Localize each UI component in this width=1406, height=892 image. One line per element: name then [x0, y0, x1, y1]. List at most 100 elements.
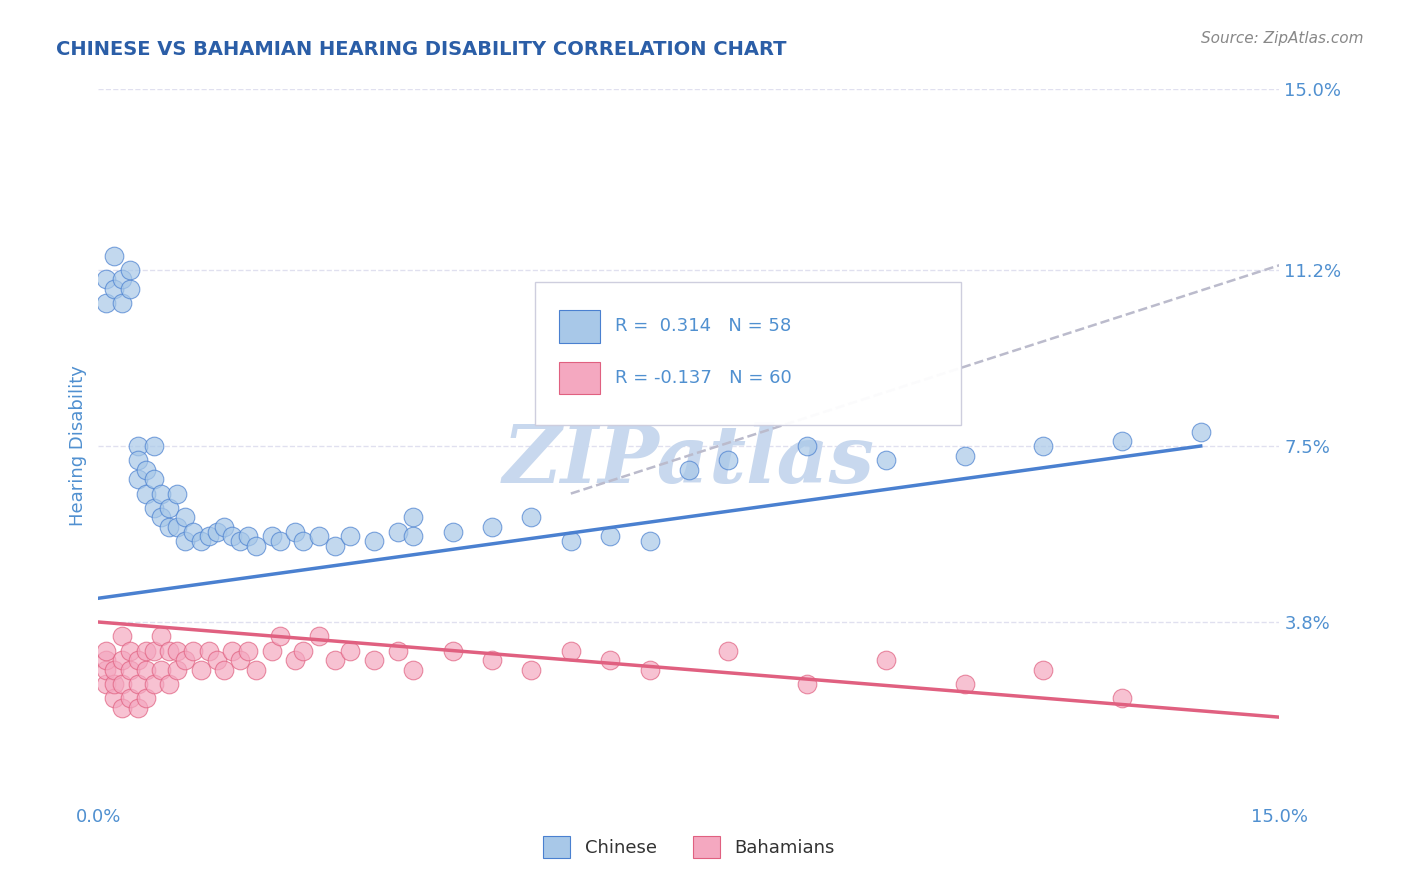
Point [181, 524, 204, 539]
Point [111, 296, 134, 310]
Point [387, 524, 409, 539]
Point [205, 653, 228, 667]
Point [229, 653, 252, 667]
Point [157, 643, 180, 657]
Point [142, 439, 165, 453]
Point [118, 643, 141, 657]
Point [269, 629, 291, 643]
Point [481, 653, 503, 667]
Point [142, 500, 165, 515]
Point [96, 296, 118, 310]
Y-axis label: Hearing Disability: Hearing Disability [69, 366, 87, 526]
Point [127, 472, 149, 486]
Point [875, 653, 897, 667]
Point [135, 663, 157, 677]
Point [111, 629, 134, 643]
Point [214, 663, 236, 677]
Point [127, 453, 149, 467]
Point [118, 663, 141, 677]
Point [111, 272, 134, 286]
Point [142, 643, 165, 657]
Point [481, 520, 503, 534]
Point [245, 663, 267, 677]
Text: R = -0.137   N = 60: R = -0.137 N = 60 [614, 368, 792, 387]
Point [111, 700, 134, 714]
Point [103, 663, 125, 677]
FancyBboxPatch shape [536, 282, 960, 425]
Point [284, 524, 307, 539]
Point [174, 510, 197, 524]
Text: CHINESE VS BAHAMIAN HEARING DISABILITY CORRELATION CHART: CHINESE VS BAHAMIAN HEARING DISABILITY C… [56, 40, 787, 59]
Point [118, 691, 141, 706]
Point [560, 534, 582, 549]
Point [197, 529, 219, 543]
Text: Source: ZipAtlas.com: Source: ZipAtlas.com [1201, 31, 1364, 46]
Point [150, 486, 173, 500]
Text: R =  0.314   N = 58: R = 0.314 N = 58 [614, 318, 790, 335]
Point [127, 439, 149, 453]
Point [441, 524, 464, 539]
Point [157, 520, 180, 534]
Point [717, 453, 740, 467]
Point [96, 663, 118, 677]
Point [520, 510, 543, 524]
Legend: Chinese, Bahamians: Chinese, Bahamians [536, 829, 842, 865]
Point [111, 677, 134, 691]
Point [166, 643, 188, 657]
Point [236, 643, 259, 657]
Point [284, 653, 307, 667]
Point [339, 529, 361, 543]
Point [150, 629, 173, 643]
Point [339, 643, 361, 657]
Point [1111, 691, 1133, 706]
Point [387, 643, 409, 657]
Point [96, 653, 118, 667]
Point [245, 539, 267, 553]
Bar [560, 361, 600, 394]
Point [166, 486, 188, 500]
Point [1032, 439, 1054, 453]
Point [363, 653, 385, 667]
Point [205, 524, 228, 539]
Point [166, 663, 188, 677]
Point [166, 520, 188, 534]
Point [236, 529, 259, 543]
Point [103, 691, 125, 706]
Point [135, 486, 157, 500]
Point [323, 539, 346, 553]
Point [717, 643, 740, 657]
Point [402, 529, 425, 543]
Point [174, 653, 197, 667]
Point [599, 529, 621, 543]
Point [441, 643, 464, 657]
Point [135, 691, 157, 706]
Text: ZIPatlas: ZIPatlas [503, 422, 875, 499]
Point [260, 643, 283, 657]
Point [142, 472, 165, 486]
Point [96, 643, 118, 657]
Point [174, 534, 197, 549]
Point [103, 677, 125, 691]
Point [157, 500, 180, 515]
Point [1032, 663, 1054, 677]
Point [678, 463, 700, 477]
Point [1189, 425, 1212, 439]
Point [127, 653, 149, 667]
Point [229, 534, 252, 549]
Point [118, 282, 141, 296]
Point [953, 677, 976, 691]
Point [560, 643, 582, 657]
Point [127, 700, 149, 714]
Point [638, 534, 661, 549]
Point [402, 663, 425, 677]
Point [103, 249, 125, 263]
Bar [560, 310, 600, 343]
Point [875, 453, 897, 467]
Point [269, 534, 291, 549]
Point [292, 534, 315, 549]
Point [142, 677, 165, 691]
Point [181, 643, 204, 657]
Point [214, 520, 236, 534]
Point [796, 677, 818, 691]
Point [796, 439, 818, 453]
